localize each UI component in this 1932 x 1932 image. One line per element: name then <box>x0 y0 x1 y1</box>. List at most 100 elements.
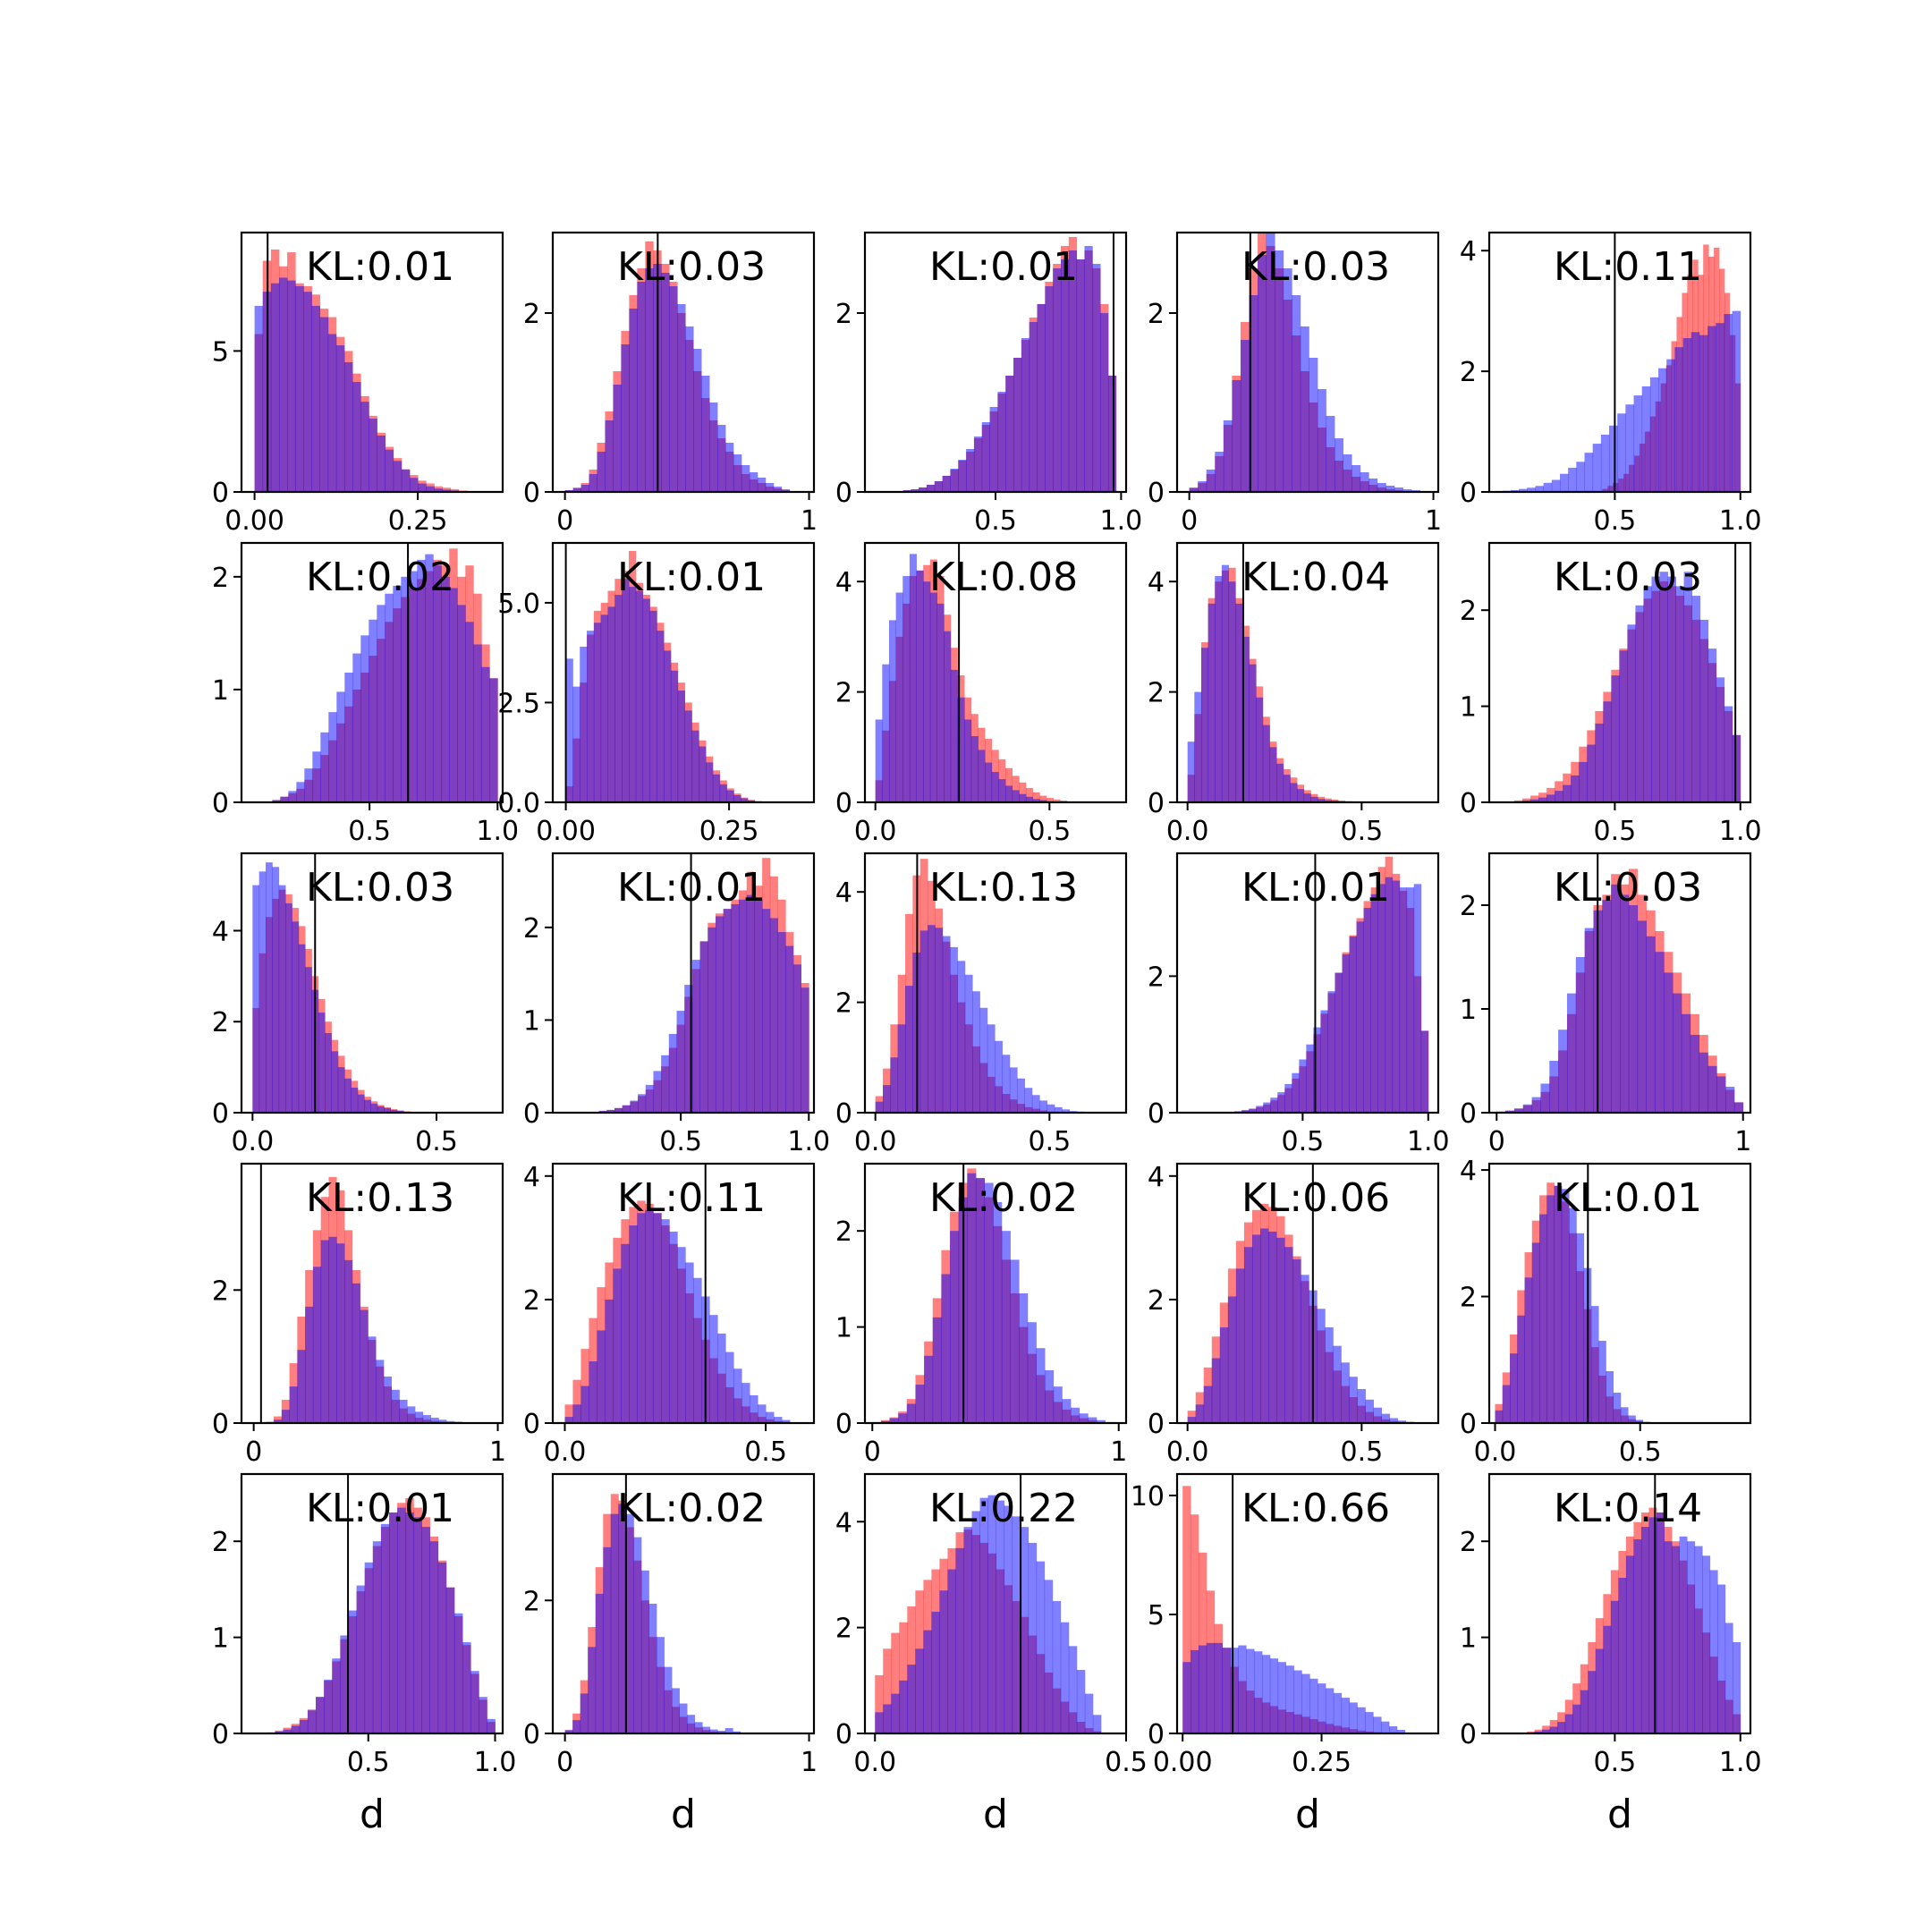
series-b-bar <box>1724 706 1733 802</box>
series-b-bar <box>305 1306 314 1423</box>
panel-frame <box>240 1162 504 1425</box>
series-b-bar <box>1381 1413 1391 1423</box>
series-b-bar <box>726 790 734 802</box>
series-b-bar <box>915 1385 925 1423</box>
series-b-bar <box>883 1704 892 1733</box>
series-a-bar <box>1004 767 1013 802</box>
series-b-bar <box>1564 1714 1573 1733</box>
series-b-bar <box>597 1330 606 1423</box>
panel-frame <box>1487 541 1752 804</box>
series-b-bar <box>1277 1092 1285 1113</box>
y-tick-label: 0 <box>212 478 229 509</box>
series-b-bar <box>1053 1386 1063 1423</box>
series-b-bar <box>1053 268 1062 492</box>
histogram-bars <box>875 554 1068 802</box>
series-b-bar <box>413 1517 422 1733</box>
histogram-bars <box>1187 564 1366 802</box>
x-tick-label: 0 <box>1488 1126 1505 1157</box>
series-b-bar <box>1377 884 1386 1113</box>
series-b-bar <box>749 472 758 492</box>
series-b-bar <box>324 1679 333 1733</box>
series-b-bar <box>1717 1584 1726 1733</box>
series-b-bar <box>572 686 580 802</box>
series-b-bar <box>733 1731 741 1733</box>
series-b-bar <box>417 559 426 802</box>
y-tick-label: 0 <box>212 1409 229 1440</box>
series-b-bar <box>684 710 692 802</box>
series-b-bar <box>278 885 286 1113</box>
series-b-bar <box>762 909 771 1113</box>
series-b-bar <box>1211 1358 1221 1423</box>
series-b-bar <box>1283 775 1291 802</box>
series-b-bar <box>1031 1095 1040 1113</box>
series-b-bar <box>385 449 394 492</box>
series-b-bar <box>1036 1348 1046 1423</box>
series-b-bar <box>1084 246 1093 492</box>
series-b-bar <box>897 1024 906 1113</box>
series-b-bar <box>1254 1651 1263 1733</box>
series-b-bar <box>1276 763 1284 802</box>
series-b-bar <box>1309 358 1318 492</box>
histogram-bars <box>1182 1486 1406 1733</box>
y-tick-label: 0 <box>1460 1098 1477 1130</box>
series-b-bar <box>352 1283 360 1423</box>
series-b-bar <box>384 1107 391 1113</box>
x-tick-label: 1 <box>801 1747 818 1778</box>
series-b-bar <box>1561 1189 1570 1423</box>
series-b-bar <box>1266 233 1275 492</box>
y-tick-label: 5.0 <box>497 589 540 620</box>
panel-r4-c3: 0 1 2 0 1 KL:0.02 <box>835 1162 1127 1468</box>
y-tick-label: 0 <box>1148 1098 1165 1130</box>
y-tick-label: 0 <box>1460 1409 1477 1440</box>
x-tick-label: 0.5 <box>659 1126 702 1157</box>
panel-r3-c4: 0 2 0.5 1.0 KL:0.01 <box>1148 852 1450 1157</box>
kl-annotation: KL:0.03 <box>1554 555 1702 600</box>
series-b-bar <box>1275 250 1284 492</box>
series-b-bar <box>425 554 434 802</box>
series-b-bar <box>717 425 726 492</box>
series-b-bar <box>657 631 665 802</box>
series-b-bar <box>1235 603 1243 802</box>
series-b-bar <box>661 273 670 492</box>
series-b-bar <box>708 927 716 1113</box>
y-tick-label: 0 <box>1148 1719 1165 1750</box>
panel-r1-c5: 0 2 4 0.5 1.0 KL:0.11 <box>1460 231 1762 537</box>
series-b-bar <box>1619 650 1628 802</box>
series-b-bar <box>701 376 710 492</box>
x-tick-label: 0.5 <box>1282 1126 1325 1157</box>
x-tick-label: 0.0 <box>231 1126 274 1157</box>
series-b-bar <box>717 1731 726 1733</box>
series-b-bar <box>1702 1555 1711 1733</box>
series-b-bar <box>572 1720 581 1733</box>
series-b-bar <box>995 1040 1003 1113</box>
y-tick-label: 0 <box>1148 478 1165 509</box>
x-axis-label: d <box>360 1792 385 1837</box>
series-b-bar <box>637 282 646 492</box>
series-b-bar <box>385 593 394 802</box>
series-b-bar <box>1221 564 1229 802</box>
series-b-bar <box>664 650 672 802</box>
series-b-bar <box>629 309 638 492</box>
series-b-bar <box>1341 1698 1350 1733</box>
y-tick-label: 2 <box>1460 357 1477 388</box>
series-b-bar <box>1546 1195 1555 1423</box>
series-b-bar <box>1306 1044 1314 1113</box>
series-b-bar <box>1297 789 1305 802</box>
series-b-bar <box>702 1726 711 1733</box>
series-b-bar <box>950 669 958 802</box>
series-b-bar <box>328 1236 337 1423</box>
series-b-bar <box>1546 794 1555 802</box>
series-a-bar <box>274 1416 283 1423</box>
series-b-bar <box>1076 259 1085 492</box>
series-b-bar <box>628 587 637 802</box>
series-a-bar <box>883 1648 892 1733</box>
series-b-bar <box>1542 1729 1551 1733</box>
series-b-bar <box>967 1173 977 1423</box>
series-b-bar <box>356 1585 366 1733</box>
series-b-bar <box>1076 1669 1086 1733</box>
series-b-bar <box>970 735 979 802</box>
x-tick-label: 0.0 <box>853 1747 896 1778</box>
series-b-bar <box>1301 1275 1309 1423</box>
series-b-bar <box>1603 701 1612 802</box>
series-b-bar <box>272 867 280 1113</box>
